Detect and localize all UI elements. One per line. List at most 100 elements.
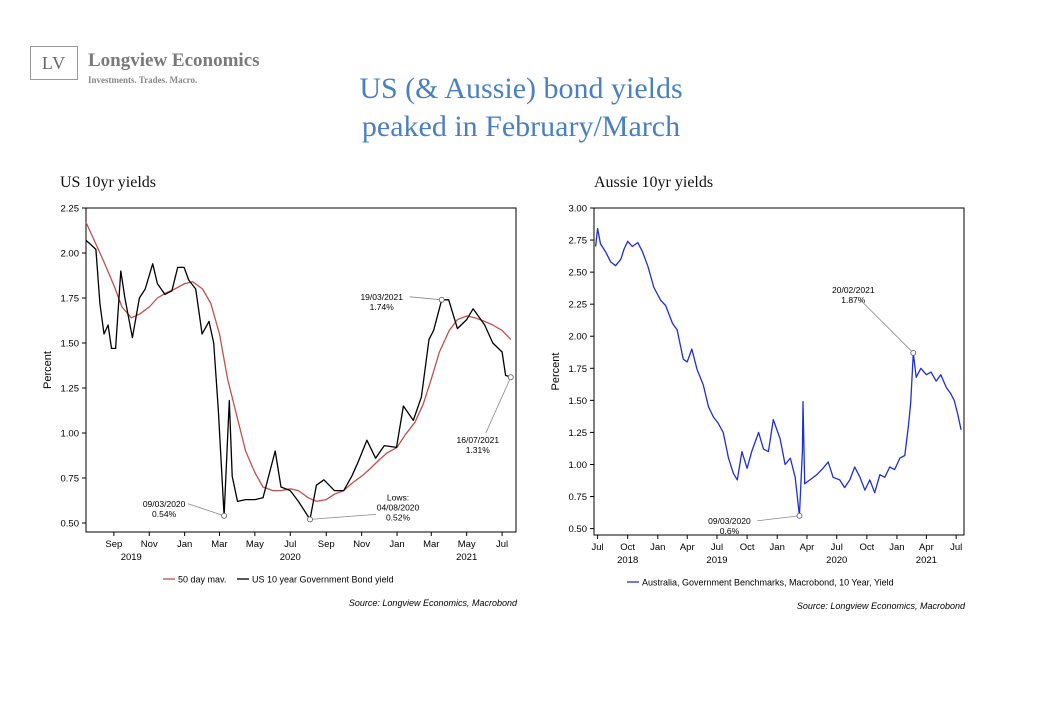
x-tick-label: Nov — [141, 539, 158, 550]
y-tick-label: 0.75 — [569, 492, 588, 503]
plot-frame — [85, 207, 517, 533]
x-tick-label: Jan — [389, 539, 404, 550]
x-tick-label: Jul — [950, 542, 962, 553]
y-tick-label: 2.00 — [61, 249, 80, 260]
annotation-marker — [796, 512, 803, 519]
logo-text: LV — [41, 52, 67, 73]
annotation-marker — [507, 374, 514, 381]
annotation-label: 16/07/2021 — [457, 435, 500, 445]
annotation-label: 0.54% — [152, 509, 177, 519]
source-note: Source: Longview Economics, Macrobond — [349, 598, 518, 608]
y-tick-label: 3.00 — [569, 204, 588, 215]
x-year-label: 2018 — [617, 555, 638, 566]
x-tick-label: Mar — [211, 539, 227, 550]
annotation-label: 20/02/2021 — [832, 285, 875, 295]
y-axis-label: Percent — [42, 351, 54, 389]
aussie-yields-chart: 3.00 2.75 2.50 2.25 2.00 1.75 1.50 1.25 1.00 0.75… — [550, 204, 966, 612]
series-line — [85, 239, 512, 521]
x-tick-label: Jul — [592, 542, 604, 553]
x-tick-label: Jul — [284, 539, 296, 550]
x-tick-label: Jan — [889, 542, 904, 553]
y-tick-label: 1.75 — [569, 364, 588, 375]
annotation-label: 09/03/2020 — [143, 499, 186, 509]
annotation-label: 1.31% — [466, 445, 491, 455]
annotation-leader — [757, 515, 800, 522]
x-year-label: 2021 — [916, 555, 937, 566]
annotation-label: 1.74% — [370, 302, 395, 312]
x-tick-label: Oct — [740, 542, 755, 553]
x-tick-label: May — [458, 539, 476, 550]
page-title: US (& Aussie) bond yields peaked in Febr… — [0, 70, 1042, 146]
annotation-label: 0.52% — [386, 512, 411, 522]
x-tick-label: Apr — [680, 542, 695, 553]
y-tick-label: 1.00 — [61, 429, 80, 440]
aus-chart-title: Aussie 10yr yields — [594, 174, 714, 191]
us-yields-chart: 2.25 2.00 1.75 1.50 1.25 1.00 0.75 0.50 Percent S… — [42, 204, 518, 609]
annotation-leader — [861, 300, 914, 354]
x-tick-label: Apr — [919, 542, 934, 553]
x-tick-label: Jan — [177, 539, 192, 550]
x-tick-label: Nov — [353, 539, 370, 550]
page-title-line-1: US (& Aussie) bond yields — [359, 72, 683, 105]
annotation-leader — [485, 377, 512, 434]
plot-frame — [593, 207, 965, 536]
y-tick-label: 2.25 — [569, 300, 588, 311]
y-tick-label: 1.75 — [61, 294, 80, 305]
y-tick-label: 0.75 — [61, 474, 80, 485]
us-chart-title: US 10yr yields — [60, 174, 156, 191]
annotation-marker — [910, 349, 917, 356]
x-year-label: 2020 — [826, 555, 847, 566]
series-line — [85, 222, 512, 503]
y-tick-label: 1.50 — [569, 396, 588, 407]
annotation-leader — [409, 296, 442, 301]
y-axis-label: Percent — [550, 353, 562, 391]
brand-tagline: Investments. Trades. Macro. — [88, 75, 198, 85]
annotation-label: 0.6% — [720, 526, 740, 536]
y-tick-label: 0.50 — [61, 519, 80, 530]
legend-label: US 10 year Government Bond yield — [252, 575, 394, 585]
x-tick-label: Apr — [800, 542, 815, 553]
annotation-label: 1.87% — [841, 295, 866, 305]
y-tick-label: 1.50 — [61, 339, 80, 350]
annotation-label: 09/03/2020 — [708, 516, 751, 526]
y-tick-label: 1.25 — [61, 384, 80, 395]
y-tick-label: 0.50 — [569, 524, 588, 535]
x-tick-label: Jul — [831, 542, 843, 553]
brand-name: Longview Economics — [88, 50, 260, 71]
x-tick-label: Sep — [318, 539, 335, 550]
annotation-marker — [438, 296, 445, 303]
source-note: Source: Longview Economics, Macrobond — [797, 601, 966, 611]
x-tick-label: Oct — [620, 542, 635, 553]
legend-label: 50 day mav. — [178, 575, 226, 585]
annotation-label: Lows: — [387, 492, 409, 502]
logo-mark: LV — [30, 46, 78, 80]
x-year-label: 2020 — [280, 552, 301, 563]
x-tick-label: Oct — [859, 542, 874, 553]
x-tick-label: May — [246, 539, 264, 550]
x-tick-label: Mar — [423, 539, 439, 550]
y-tick-label: 2.25 — [61, 204, 80, 215]
x-year-label: 2021 — [456, 552, 477, 563]
x-tick-label: Jul — [711, 542, 723, 553]
y-tick-label: 1.25 — [569, 428, 588, 439]
y-tick-label: 2.75 — [569, 236, 588, 247]
annotation-label: 19/03/2021 — [360, 292, 403, 302]
y-tick-label: 2.00 — [569, 332, 588, 343]
x-year-label: 2019 — [706, 555, 727, 566]
annotation-leader — [309, 514, 377, 520]
annotation-marker — [221, 512, 228, 519]
y-tick-label: 1.00 — [569, 460, 588, 471]
x-tick-label: Jul — [496, 539, 508, 550]
x-tick-label: Jan — [650, 542, 665, 553]
x-tick-label: Jan — [770, 542, 785, 553]
y-tick-label: 2.50 — [569, 268, 588, 279]
legend-label: Australia, Government Benchmarks, Macrob… — [642, 578, 894, 588]
x-year-label: 2019 — [121, 552, 142, 563]
x-tick-label: Sep — [105, 539, 122, 550]
annotation-leader — [187, 503, 225, 517]
series-line — [594, 227, 962, 517]
annotation-marker — [307, 516, 313, 523]
annotation-label: 04/08/2020 — [377, 502, 420, 512]
page-title-line-2: peaked in February/March — [361, 110, 681, 143]
